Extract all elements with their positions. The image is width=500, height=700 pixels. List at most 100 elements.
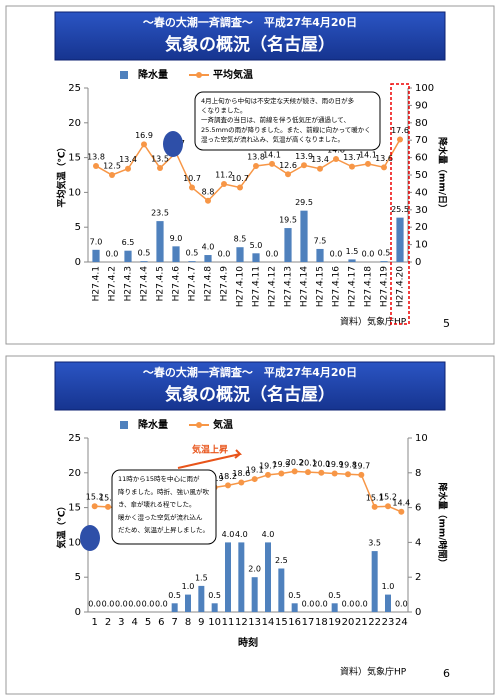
line-value-label: 13.4 [311, 155, 329, 164]
y2-tick-label: 40 [415, 187, 428, 198]
x-tick-label: H27.4.15 [316, 266, 326, 307]
x-tick-label: 5 [145, 617, 151, 628]
bar-value-label: 0.0 [88, 600, 101, 609]
line-value-label: 20.2 [286, 458, 304, 467]
bar-value-label: 0.0 [218, 250, 231, 259]
y-tick-label: 10 [68, 537, 81, 548]
line-value-label: 14.1 [359, 150, 377, 159]
bar [252, 253, 260, 262]
line-marker [305, 469, 311, 476]
line-value-label: 11.2 [215, 171, 233, 180]
y2-tick-label: 30 [415, 205, 428, 216]
y2-tick-label: 6 [415, 503, 421, 514]
bar-value-label: 0.0 [362, 250, 375, 259]
y2-tick-label: 8 [415, 468, 421, 479]
bar [284, 228, 292, 262]
bar [348, 259, 356, 262]
legend-marker [196, 422, 202, 428]
line-value-label: 19.9 [272, 460, 290, 469]
line-value-label: 12.6 [279, 161, 297, 170]
line-value-label: 18.2 [219, 472, 237, 481]
legend-label: 降水量 [138, 68, 168, 81]
x-tick-label: H27.4.3 [124, 266, 134, 301]
line-marker [278, 470, 285, 477]
x-tick-label: 3 [118, 617, 124, 628]
line-marker [189, 184, 195, 191]
y-tick-label: 5 [75, 572, 81, 583]
note-text: 一斉調査の当日は、前線を伴う低気圧が通過して、 [201, 115, 350, 124]
bar [172, 246, 180, 262]
line-marker [225, 482, 231, 489]
bar-value-label: 0.0 [115, 600, 128, 609]
legend-swatch [120, 71, 128, 79]
line-value-label: 19.8 [339, 461, 357, 470]
x-tick-label: 18 [315, 617, 328, 628]
line-value-label: 14.4 [392, 498, 410, 507]
x-tick-label: H27.4.4 [140, 266, 150, 302]
line-marker [91, 503, 98, 510]
line-marker [237, 184, 243, 191]
y-tick-label: 20 [68, 118, 81, 129]
bar [140, 261, 148, 262]
line-marker [331, 470, 338, 477]
line-marker [157, 165, 163, 172]
bar-value-label: 0.0 [142, 600, 155, 609]
x-axis-title: 時刻 [238, 636, 258, 649]
bar-value-label: 0.0 [330, 250, 343, 259]
y-axis-title: 気温（℃） [56, 502, 68, 549]
bar-value-label: 6.5 [122, 238, 135, 247]
bar-value-label: 0.0 [315, 600, 328, 609]
bar-value-label: 0.0 [342, 600, 355, 609]
line-value-label: 15.2 [379, 493, 397, 502]
slide-subheader: ～春の大潮一斉調査～ 平成27年4月20日 [143, 15, 357, 29]
bar [291, 603, 298, 612]
x-tick-label: H27.4.12 [268, 266, 278, 307]
y2-tick-label: 0 [415, 607, 421, 618]
x-tick-label: 8 [185, 617, 191, 628]
bar-value-label: 2.0 [248, 565, 261, 574]
bar-value-label: 4.0 [222, 530, 235, 539]
line-marker [349, 163, 355, 170]
bar [251, 577, 258, 612]
y-axis-title: 平均気温（℃） [56, 143, 68, 208]
y2-tick-label: 10 [415, 433, 428, 444]
bar [225, 542, 231, 612]
note-text: 25.5mmの雨が降りました。また、前線に向かって暖かく [201, 125, 371, 134]
mascot [163, 131, 183, 157]
y-tick-label: 10 [68, 187, 81, 198]
line-value-label: 10.7 [183, 174, 201, 183]
line-value-label: 13.5 [151, 155, 169, 164]
note-text: だため、気温が上昇しました。 [118, 525, 209, 534]
line-value-label: 19.7 [352, 461, 370, 470]
y2-tick-label: 20 [415, 222, 428, 233]
x-tick-label: H27.4.17 [348, 266, 358, 307]
x-tick-label: H27.4.9 [220, 266, 230, 302]
note-box [194, 91, 381, 151]
x-tick-label: H27.4.19 [380, 266, 390, 307]
bar [198, 585, 205, 612]
line-value-label: 19.9 [326, 460, 344, 469]
bar [396, 217, 404, 262]
y-tick-label: 25 [68, 433, 81, 444]
legend-swatch [120, 421, 128, 429]
bar-value-label: 9.0 [170, 234, 183, 243]
y2-tick-label: 0 [415, 257, 421, 268]
bar-value-label: 25.5 [391, 205, 409, 214]
x-tick-label: 4 [131, 617, 137, 628]
bar [92, 249, 100, 262]
line-value-label: 19.1 [246, 466, 264, 475]
x-tick-label: 13 [248, 617, 261, 628]
bar [316, 248, 324, 262]
line-marker [109, 172, 115, 178]
y-tick-label: 25 [68, 83, 81, 94]
bar-value-label: 0.0 [302, 600, 315, 609]
y2-tick-label: 50 [415, 170, 428, 181]
bar-value-label: 19.5 [279, 216, 297, 225]
bar [204, 255, 212, 262]
bar-value-label: 1.0 [182, 582, 195, 591]
note-text: 降りました。時折、強い風が吹 [118, 487, 210, 496]
line-marker [381, 164, 387, 171]
